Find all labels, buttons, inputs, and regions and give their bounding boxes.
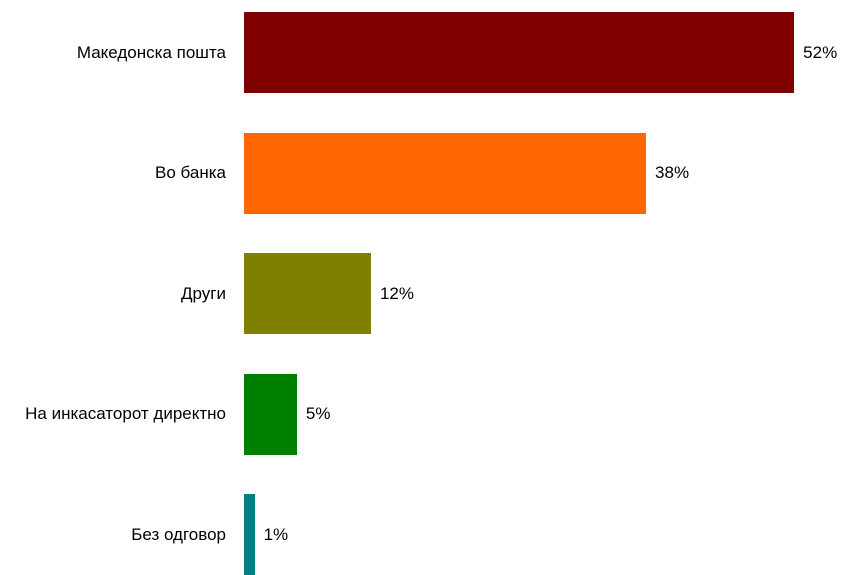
value-label: 52% [803,42,838,62]
category-label: Без одговор [131,524,226,544]
value-label: 5% [305,404,331,423]
bar [244,494,255,575]
bar [244,12,795,93]
value-label: 12% [379,283,414,303]
bar [244,253,371,334]
category-label: Македонска пошта [76,42,226,62]
category-label: Други [181,283,226,303]
category-label: На инкасаторот директно [25,404,226,423]
value-label: 1% [263,524,289,544]
category-label: Во банка [155,163,226,182]
bar [244,132,647,214]
value-label: 38% [655,163,690,182]
bar [244,373,297,455]
